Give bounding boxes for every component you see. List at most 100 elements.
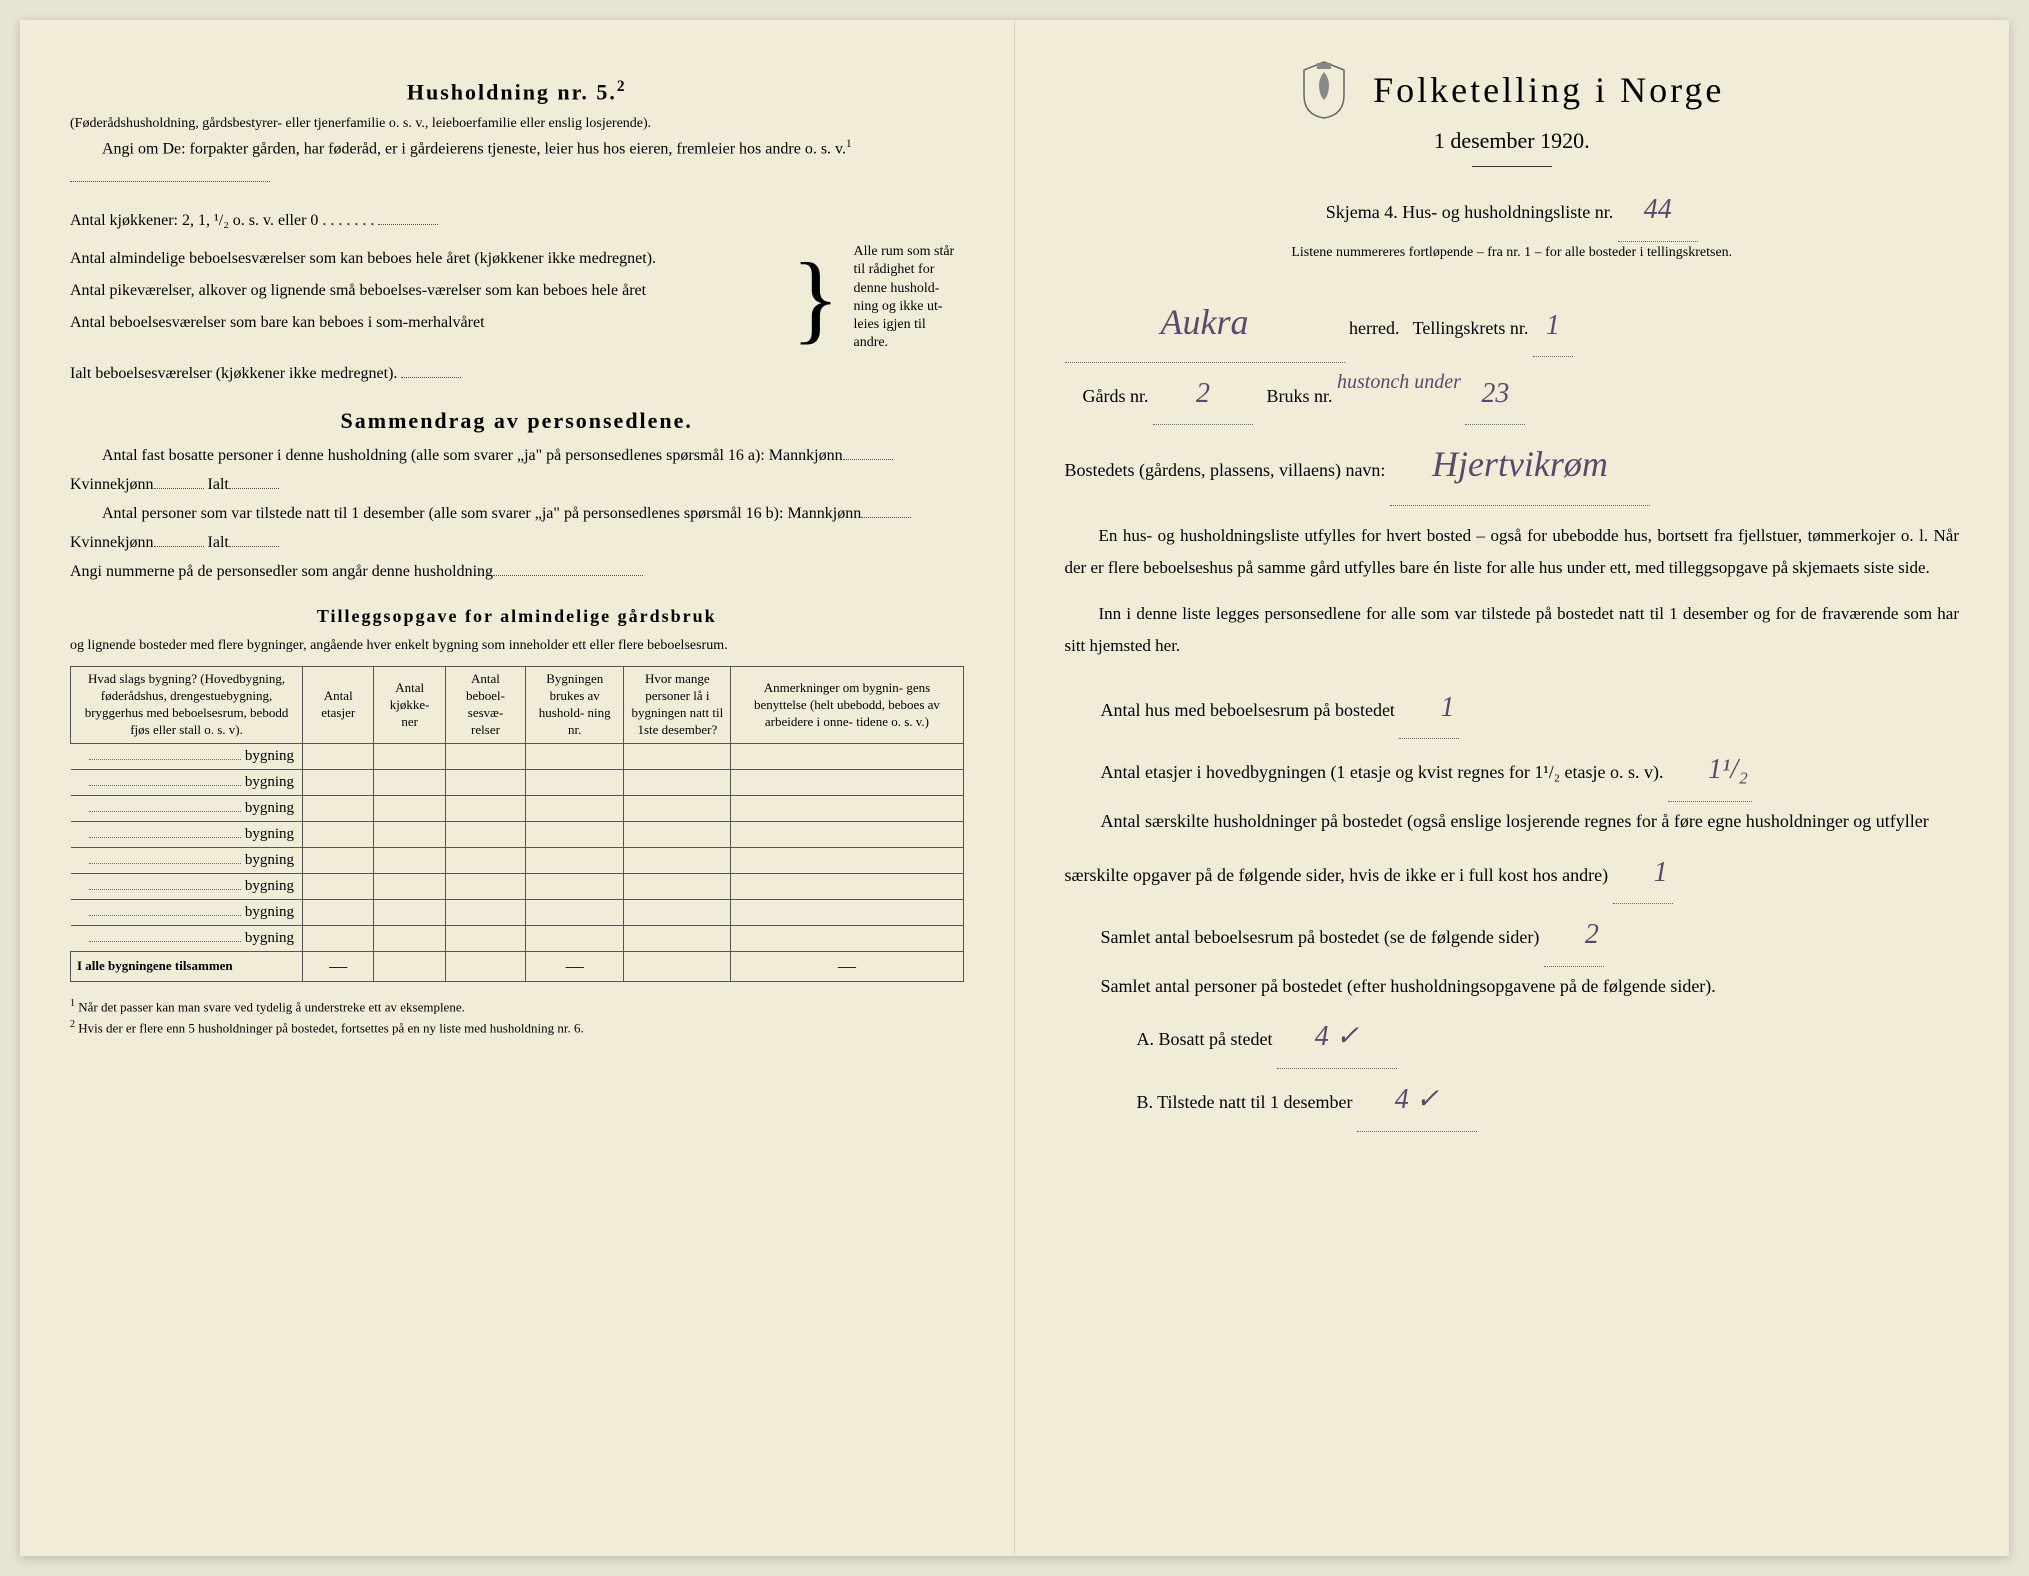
gards-line: Gårds nr. 2 Bruks nr. hustonch under 23	[1065, 363, 1960, 426]
bygning-label-cell: bygning	[71, 873, 303, 899]
herred-value: Aukra	[1065, 283, 1345, 363]
table-cell	[526, 925, 624, 951]
table-cell	[303, 821, 374, 847]
footnotes: 1 Når det passer kan man svare ved tydel…	[70, 996, 964, 1038]
table-cell	[731, 769, 963, 795]
table-cell	[526, 847, 624, 873]
table-cell	[624, 925, 731, 951]
table-cell	[526, 743, 624, 769]
q5a-line: A. Bosatt på stedet 4 ✓	[1065, 1006, 1960, 1069]
right-page: Folketelling i Norge 1 desember 1920. Sk…	[1015, 20, 2010, 1556]
table-row: bygning	[71, 795, 964, 821]
bosted-value: Hjertvikrøm	[1390, 425, 1650, 505]
bruks-note: hustonch under	[1337, 371, 1461, 393]
table-cell	[624, 847, 731, 873]
q4-line: Samlet antal beboelsesrum på bostedet (s…	[1065, 904, 1960, 967]
table-cell	[303, 769, 374, 795]
bygning-label-cell: bygning	[71, 821, 303, 847]
table-row: bygning	[71, 925, 964, 951]
title-divider	[1472, 166, 1552, 167]
table-cell	[526, 899, 624, 925]
table-cell	[374, 847, 445, 873]
tillegg-heading: Tilleggsopgave for almindelige gårdsbruk	[70, 606, 964, 627]
col-brukes: Bygningen brukes av hushold- ning nr.	[526, 667, 624, 744]
table-header-row: Hvad slags bygning? (Hovedbygning, føder…	[71, 667, 964, 744]
table-cell	[303, 743, 374, 769]
brace-right-text: Alle rum som står til rådighet for denne…	[844, 243, 964, 352]
total-cell-5	[624, 951, 731, 981]
col-personer: Hvor mange personer lå i bygningen natt …	[624, 667, 731, 744]
table-cell	[445, 873, 525, 899]
table-cell	[624, 899, 731, 925]
q5b-value: 4 ✓	[1357, 1069, 1477, 1132]
brace-item-1: Antal almindelige beboelsesværelser som …	[70, 243, 788, 275]
q2-value: 1¹/₂	[1668, 739, 1752, 802]
table-cell	[445, 743, 525, 769]
table-cell	[624, 743, 731, 769]
table-cell	[731, 847, 963, 873]
table-cell	[445, 847, 525, 873]
bygning-label-cell: bygning	[71, 847, 303, 873]
table-cell	[526, 795, 624, 821]
sammen-line2: Antal personer som var tilstede natt til…	[70, 500, 964, 558]
q3-line: Antal særskilte husholdninger på bostede…	[1065, 802, 1960, 904]
table-cell	[445, 925, 525, 951]
q1-line: Antal hus med beboelsesrum på bostedet 1	[1065, 677, 1960, 740]
bygning-label-cell: bygning	[71, 899, 303, 925]
title-row: Folketelling i Norge	[1065, 60, 1960, 120]
bygning-label-cell: bygning	[71, 743, 303, 769]
col-beboelser: Antal beboel- sesvæ- relser	[445, 667, 525, 744]
herred-line: Aukra herred. Tellingskrets nr. 1	[1065, 283, 1960, 363]
q5b-line: B. Tilstede natt til 1 desember 4 ✓	[1065, 1069, 1960, 1132]
skjema-line: Skjema 4. Hus- og husholdningsliste nr. …	[1065, 179, 1960, 242]
bruks-value: 23	[1465, 363, 1525, 426]
bygning-label-cell: bygning	[71, 795, 303, 821]
table-cell	[526, 769, 624, 795]
col-kjokkener: Antal kjøkke- ner	[374, 667, 445, 744]
table-cell	[374, 873, 445, 899]
table-cell	[374, 821, 445, 847]
table-row: bygning	[71, 743, 964, 769]
table-cell	[624, 821, 731, 847]
table-cell	[445, 795, 525, 821]
table-row: bygning	[71, 899, 964, 925]
total-dash-6: —	[731, 951, 963, 981]
table-cell	[303, 873, 374, 899]
table-cell	[526, 873, 624, 899]
table-cell	[445, 769, 525, 795]
coat-of-arms-icon	[1299, 60, 1349, 120]
table-total-row: I alle bygningene tilsammen — — —	[71, 951, 964, 981]
table-row: bygning	[71, 821, 964, 847]
brace-item-2: Antal pikeværelser, alkover og lignende …	[70, 275, 788, 307]
brace-item-3: Antal beboelsesværelser som bare kan beb…	[70, 307, 788, 339]
table-cell	[731, 743, 963, 769]
table-cell	[303, 925, 374, 951]
table-cell	[624, 795, 731, 821]
table-row: bygning	[71, 769, 964, 795]
para-1: En hus- og husholdningsliste utfylles fo…	[1065, 520, 1960, 585]
table-cell	[374, 899, 445, 925]
footnote-1: 1 Når det passer kan man svare ved tydel…	[70, 996, 964, 1017]
total-cell-3	[445, 951, 525, 981]
date-subtitle: 1 desember 1920.	[1065, 128, 1960, 154]
table-cell	[731, 795, 963, 821]
q3-value: 1	[1613, 842, 1673, 905]
total-dash-4: —	[526, 951, 624, 981]
heading-sub2: Angi om De: forpakter gården, har føderå…	[70, 134, 964, 193]
footnote-2: 2 Hvis der er flere enn 5 husholdninger …	[70, 1017, 964, 1038]
col-bygning: Hvad slags bygning? (Hovedbygning, føder…	[71, 667, 303, 744]
document-spread: Husholdning nr. 5.2 (Føderådshusholdning…	[20, 20, 2009, 1556]
table-cell	[374, 743, 445, 769]
total-label: I alle bygningene tilsammen	[71, 951, 303, 981]
para-2: Inn i denne liste legges personsedlene f…	[1065, 598, 1960, 663]
gards-value: 2	[1153, 363, 1253, 426]
table-cell	[731, 899, 963, 925]
table-cell	[731, 821, 963, 847]
col-etasjer: Antal etasjer	[303, 667, 374, 744]
table-cell	[303, 795, 374, 821]
table-row: bygning	[71, 847, 964, 873]
table-cell	[374, 795, 445, 821]
main-title: Folketelling i Norge	[1373, 69, 1724, 111]
total-cell-2	[374, 951, 445, 981]
kitchen-count-line: Antal kjøkkener: 2, 1, ¹/₂ o. s. v. elle…	[70, 205, 964, 237]
